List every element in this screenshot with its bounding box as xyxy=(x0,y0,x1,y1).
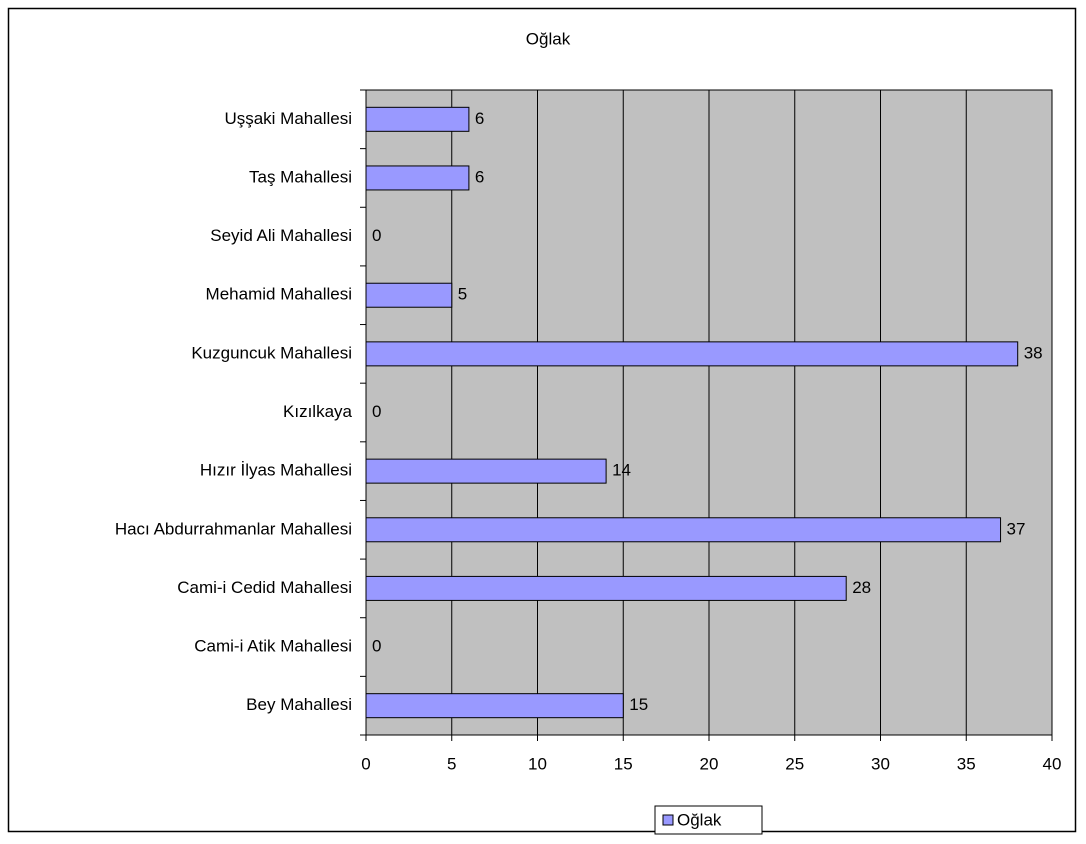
y-tick-label: Hacı Abdurrahmanlar Mahallesi xyxy=(115,519,352,538)
x-tick-label: 10 xyxy=(528,754,547,773)
x-tick-label: 25 xyxy=(785,754,804,773)
y-tick-label: Kızılkaya xyxy=(283,402,353,421)
y-tick-label: Mehamid Mahallesi xyxy=(206,285,352,304)
bar xyxy=(365,517,1002,543)
data-label: 28 xyxy=(852,578,871,597)
data-label: 6 xyxy=(475,167,484,186)
y-tick-label: Hızır İlyas Mahallesi xyxy=(200,461,352,480)
y-tick-label: Cami-i Cedid Mahallesi xyxy=(177,578,352,597)
y-tick-label: Kuzguncuk Mahallesi xyxy=(191,343,352,362)
data-label: 5 xyxy=(458,285,467,304)
data-label: 0 xyxy=(372,637,381,656)
legend-swatch xyxy=(662,814,674,826)
y-tick-label: Cami-i Atik Mahallesi xyxy=(194,637,352,656)
y-tick-label: Bey Mahallesi xyxy=(246,695,352,714)
bar xyxy=(365,693,624,719)
bar xyxy=(365,575,847,601)
data-label: 15 xyxy=(629,695,648,714)
data-label: 0 xyxy=(372,226,381,245)
y-tick-label: Taş Mahallesi xyxy=(249,167,352,186)
legend-label: Oğlak xyxy=(677,810,722,829)
bar xyxy=(365,341,1019,367)
x-tick-label: 40 xyxy=(1043,754,1062,773)
x-tick-label: 35 xyxy=(957,754,976,773)
x-tick-label: 15 xyxy=(614,754,633,773)
x-tick-label: 5 xyxy=(447,754,456,773)
y-tick-label: Seyid Ali Mahallesi xyxy=(210,226,352,245)
data-label: 37 xyxy=(1007,519,1026,538)
bar xyxy=(365,458,607,484)
y-tick-label: Uşşaki Mahallesi xyxy=(224,109,352,128)
data-label: 14 xyxy=(612,461,631,480)
data-label: 0 xyxy=(372,402,381,421)
bar xyxy=(365,282,453,308)
bar xyxy=(365,165,470,191)
data-label: 6 xyxy=(475,109,484,128)
bar xyxy=(365,106,470,132)
data-label: 38 xyxy=(1024,343,1043,362)
x-tick-label: 20 xyxy=(700,754,719,773)
x-tick-label: 0 xyxy=(361,754,370,773)
x-tick-label: 30 xyxy=(871,754,890,773)
chart-title: Oğlak xyxy=(526,29,571,48)
